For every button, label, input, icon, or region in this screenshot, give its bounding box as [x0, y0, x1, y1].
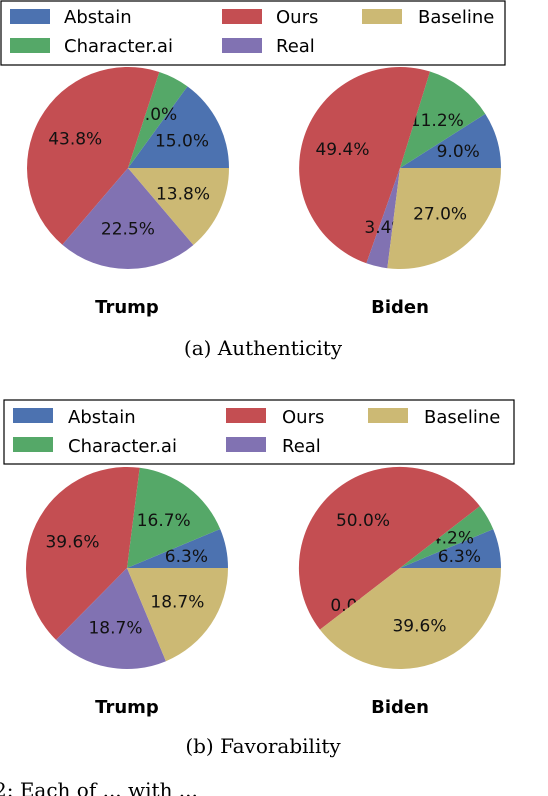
pie-slice-real — [366, 168, 400, 269]
pie-slice-ours — [299, 67, 430, 264]
pie-slice-ours — [27, 66, 160, 245]
legend-swatch-characterai — [10, 38, 50, 53]
legend-label-baseline: Baseline — [418, 7, 494, 28]
legend-label-real: Real — [276, 36, 315, 57]
pie-label-characterai: 11.2% — [410, 111, 464, 131]
legend-swatch-abstain — [10, 9, 50, 24]
legend-swatch-real — [222, 38, 262, 53]
pie-authenticity-trump: 15.0%5.0%43.8%22.5%13.8% — [27, 66, 229, 269]
legend-label-baseline: Baseline — [424, 407, 500, 428]
legend-swatch-real — [226, 437, 266, 452]
pie-slice-baseline — [387, 168, 501, 269]
pie-title-authenticity-trump: Trump — [95, 297, 159, 318]
pie-slice-abstain — [128, 86, 229, 168]
pie-label-real: 22.5% — [101, 220, 155, 240]
pie-slice-ours — [298, 466, 480, 630]
pie-slice-ours — [25, 467, 140, 640]
pie-slice-abstain — [400, 529, 501, 568]
pie-label-ours: 50.0% — [336, 511, 390, 531]
pie-slice-real — [56, 568, 166, 670]
pie-label-abstain: 9.0% — [437, 142, 480, 162]
pie-favorability-biden: 6.3%4.2%50.0%0.0%39.6% — [298, 466, 501, 669]
pie-title-authenticity-biden: Biden — [371, 297, 429, 318]
legend-swatch-baseline — [362, 9, 402, 24]
pie-label-baseline: 27.0% — [413, 205, 467, 225]
caption-authenticity: (a) Authenticity — [184, 336, 343, 360]
pie-title-favorability-trump: Trump — [95, 697, 159, 718]
pie-label-real: 18.7% — [88, 619, 142, 639]
pie-slice-characterai — [400, 71, 486, 168]
legend-label-abstain: Abstain — [64, 7, 132, 28]
pie-slice-real — [62, 168, 194, 269]
pie-label-abstain: 6.3% — [165, 547, 208, 567]
pie-slice-abstain — [127, 529, 228, 568]
caption-favorability: (b) Favorability — [185, 734, 341, 758]
legend-label-abstain: Abstain — [68, 407, 136, 428]
pie-label-ours: 43.8% — [48, 129, 102, 149]
legend-swatch-ours — [226, 408, 266, 423]
pie-label-ours: 49.4% — [315, 140, 369, 160]
legend-swatch-ours — [222, 9, 262, 24]
pie-label-abstain: 6.3% — [438, 547, 481, 567]
footer-text: 2: Each of ... with ... — [0, 778, 198, 796]
legend-label-characterai: Character.ai — [68, 436, 177, 457]
pie-authenticity-biden: 9.0%11.2%49.4%3.4%27.0% — [299, 67, 501, 269]
pie-slice-characterai — [128, 71, 188, 168]
legend-label-ours: Ours — [282, 407, 324, 428]
pie-label-baseline: 18.7% — [150, 593, 204, 613]
legend-label-characterai: Character.ai — [64, 36, 173, 57]
pie-label-ours: 39.6% — [45, 533, 99, 553]
pie-slice-baseline — [319, 568, 501, 669]
pie-label-abstain: 15.0% — [155, 132, 209, 152]
legend-swatch-baseline — [368, 408, 408, 423]
legend-label-real: Real — [282, 436, 321, 457]
legend-authenticity: Abstain Ours Baseline Character.ai Real — [0, 0, 506, 66]
legend-swatch-characterai — [13, 437, 53, 452]
pie-slice-baseline — [128, 168, 229, 245]
legend-swatch-abstain — [13, 408, 53, 423]
pie-label-baseline: 39.6% — [392, 616, 446, 636]
legend-favorability: Abstain Ours Baseline Character.ai Real — [3, 399, 515, 465]
pie-slice-baseline — [127, 568, 228, 662]
pie-favorability-trump: 6.3% 16.7% 39.6% 18.7% 18.7% — [25, 467, 228, 670]
pie-title-favorability-biden: Biden — [371, 697, 429, 718]
pie-slice-characterai — [127, 467, 221, 568]
legend-label-ours: Ours — [276, 7, 318, 28]
pie-slice-abstain — [400, 113, 501, 168]
pie-slice-characterai — [400, 506, 494, 568]
pie-label-baseline: 13.8% — [156, 184, 210, 204]
pie-label-characterai: 16.7% — [137, 511, 191, 531]
